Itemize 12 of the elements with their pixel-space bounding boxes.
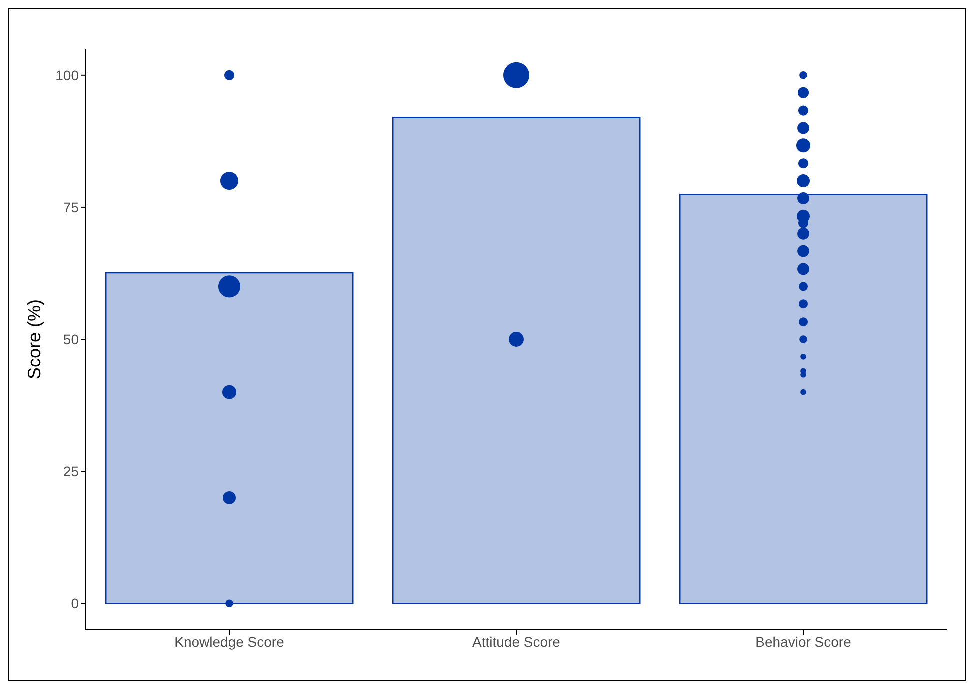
bar: [679, 194, 928, 604]
bar: [105, 272, 354, 604]
y-tick-label: 50: [63, 331, 80, 348]
bar: [392, 117, 641, 604]
y-tick-label: 75: [63, 199, 80, 216]
y-tick-label: 25: [63, 464, 80, 480]
x-tick-label: Attitude Score: [472, 634, 561, 650]
y-tick-label: 100: [56, 67, 80, 84]
x-tick-label: Knowledge Score: [174, 634, 285, 650]
y-tick-label: 0: [71, 596, 80, 612]
x-tick-label: Behavior Score: [756, 634, 852, 650]
y-axis-title: Score (%): [24, 299, 44, 380]
